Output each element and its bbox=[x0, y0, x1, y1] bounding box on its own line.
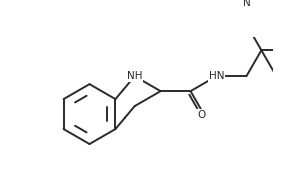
Text: NH: NH bbox=[127, 71, 143, 81]
Text: O: O bbox=[197, 110, 205, 120]
Text: HN: HN bbox=[209, 71, 224, 81]
Text: N: N bbox=[243, 0, 250, 8]
